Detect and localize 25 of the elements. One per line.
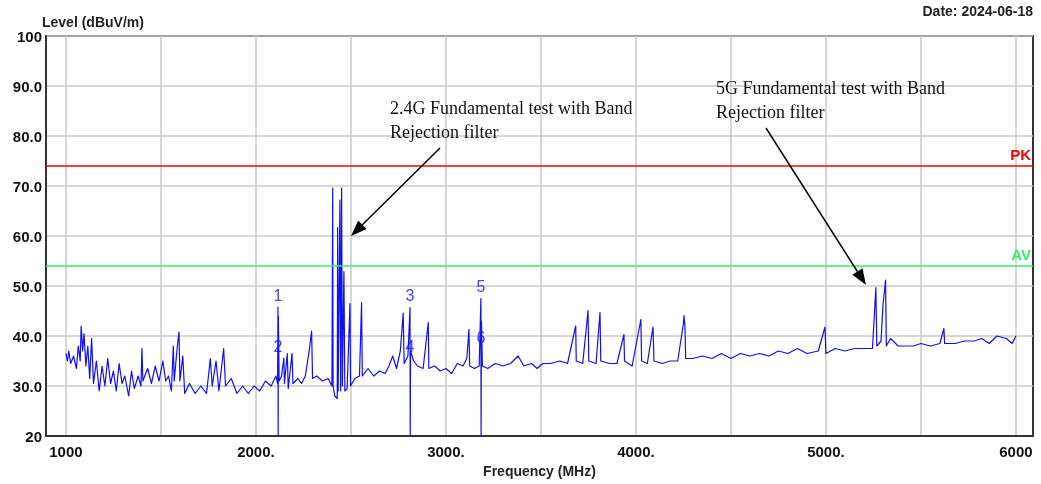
annotation: 3 (405, 287, 415, 304)
x-tick-label: 6000 (999, 443, 1033, 460)
text: Date: 2024-06-18 (922, 3, 1034, 19)
x-tick-label: 4000. (617, 443, 655, 460)
x-tick-label: 5000. (807, 443, 845, 460)
annotation: 2.4G Fundamental test with Band Rejection filter (390, 98, 637, 142)
y-tick-label: 80.0 (12, 127, 42, 145)
x-tick-label: 1000 (49, 443, 83, 460)
y-tick-label: 20 (25, 427, 42, 445)
ref-line-label: PK (1010, 146, 1032, 163)
x-tick-label: 2000. (237, 443, 275, 460)
y-axis-title: Level (dBuV/m) (42, 13, 144, 30)
y-tick-label: 60.0 (12, 227, 42, 245)
y-tick-label: 100 (16, 27, 42, 45)
y-tick-label: 70.0 (12, 177, 42, 195)
annotation: 5 (476, 278, 486, 295)
annotation: 5G Fundamental test with Band Rejection filter (716, 78, 950, 122)
y-tick-label: 90.0 (12, 77, 42, 95)
x-tick-label: 3000. (427, 443, 465, 460)
y-tick-label: 40.0 (12, 327, 42, 345)
y-tick-label: 50.0 (12, 277, 42, 295)
y-tick-label: 30.0 (12, 377, 42, 395)
x-axis-title: Frequency (MHz) (483, 462, 596, 479)
annotation: 1 (273, 286, 283, 304)
ref-line-label: AV (1011, 246, 1031, 263)
